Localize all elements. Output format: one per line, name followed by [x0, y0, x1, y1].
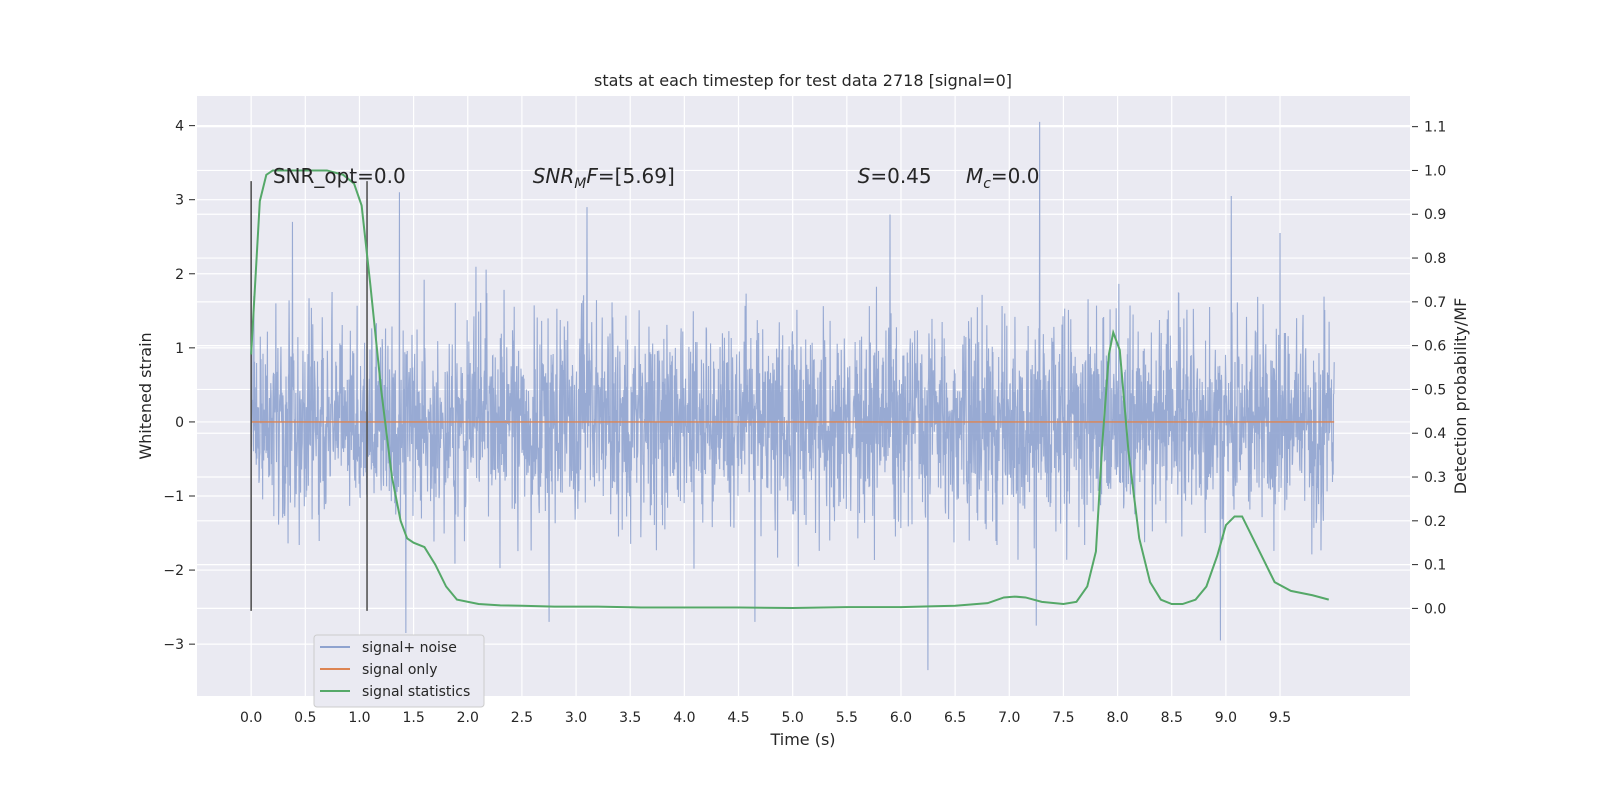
grid — [197, 96, 1410, 696]
line-signal-noise — [250, 121, 1335, 671]
x-tick-label: 5.5 — [836, 710, 858, 726]
x-tick-label: 1.5 — [402, 710, 424, 726]
annotations: SNR_opt=0.0 SNRMF=[5.69] S=0.45 Mc=0.0 — [273, 164, 1040, 192]
x-tick-label: 1.0 — [348, 710, 370, 726]
x-tick-label: 8.5 — [1161, 710, 1183, 726]
legend-label-signal-statistics: signal statistics — [362, 684, 470, 700]
y2-tick-label: 0.1 — [1424, 558, 1446, 574]
y2-tick-label: 1.0 — [1424, 163, 1446, 179]
y-tick-label: −1 — [163, 489, 184, 505]
x-tick-label: 8.0 — [1106, 710, 1128, 726]
x-tick-label: 2.0 — [457, 710, 479, 726]
x-axis-title: Time (s) — [769, 730, 835, 749]
annotation: SNR_opt=0.0 — [273, 164, 406, 188]
axis-ticks: 0.0 0.5 1.0 1.5 2.0 2.5 3.0 3.5 4.0 4.5 5.0 5.5 6.0 6… — [163, 119, 1446, 726]
x-tick-label: 0.0 — [240, 710, 262, 726]
y2-axis-title: Detection probability/MF — [1451, 298, 1470, 495]
y-tick-label: −3 — [163, 637, 184, 653]
x-tick-label: 3.0 — [565, 710, 587, 726]
annotation: SNRMF=[5.69] — [533, 164, 675, 192]
y-axis-title: Whitened strain — [136, 332, 155, 459]
line-signal-statistics — [250, 169, 1330, 609]
y2-tick-label: 0.2 — [1424, 514, 1446, 530]
legend-box — [313, 634, 485, 708]
y2-tick-label: 0.3 — [1424, 470, 1446, 486]
y2-tick-label: 0.5 — [1424, 382, 1446, 398]
series-signal-noise — [250, 121, 1335, 671]
x-tick-label: 7.5 — [1052, 710, 1074, 726]
y-tick-label: 0 — [175, 415, 184, 431]
x-tick-label: 2.5 — [511, 710, 533, 726]
x-tick-label: 5.0 — [782, 710, 804, 726]
x-tick-label: 0.5 — [294, 710, 316, 726]
y-tick-label: 1 — [175, 341, 184, 357]
legend-label-signal-only: signal only — [362, 662, 437, 678]
legend-label-signal-noise: signal+ noise — [362, 640, 457, 656]
y-tick-label: −2 — [163, 563, 184, 579]
annotation: S=0.45 — [858, 164, 932, 188]
y-tick-label: 3 — [175, 193, 184, 209]
series-signal-statistics — [250, 169, 1330, 609]
y2-tick-label: 0.4 — [1424, 426, 1446, 442]
x-tick-label: 9.0 — [1215, 710, 1237, 726]
x-tick-label: 7.0 — [998, 710, 1020, 726]
annotation: Mc=0.0 — [966, 164, 1040, 192]
y2-tick-label: 0.6 — [1424, 339, 1446, 355]
x-tick-label: 6.5 — [944, 710, 966, 726]
x-tick-label: 6.0 — [890, 710, 912, 726]
y-tick-label: 4 — [175, 119, 184, 135]
legend: signal+ noise signal only signal statist… — [313, 634, 485, 708]
x-tick-label: 4.0 — [673, 710, 695, 726]
y2-tick-label: 0.8 — [1424, 251, 1446, 267]
x-tick-label: 4.5 — [727, 710, 749, 726]
y2-tick-label: 0.9 — [1424, 207, 1446, 223]
y2-tick-label: 1.1 — [1424, 120, 1446, 136]
x-tick-label: 9.5 — [1269, 710, 1291, 726]
chart-title: stats at each timestep for test data 271… — [594, 71, 1012, 90]
y2-tick-label: 0.0 — [1424, 601, 1446, 617]
y-tick-label: 2 — [175, 267, 184, 283]
y2-tick-label: 0.7 — [1424, 295, 1446, 311]
x-tick-label: 3.5 — [619, 710, 641, 726]
